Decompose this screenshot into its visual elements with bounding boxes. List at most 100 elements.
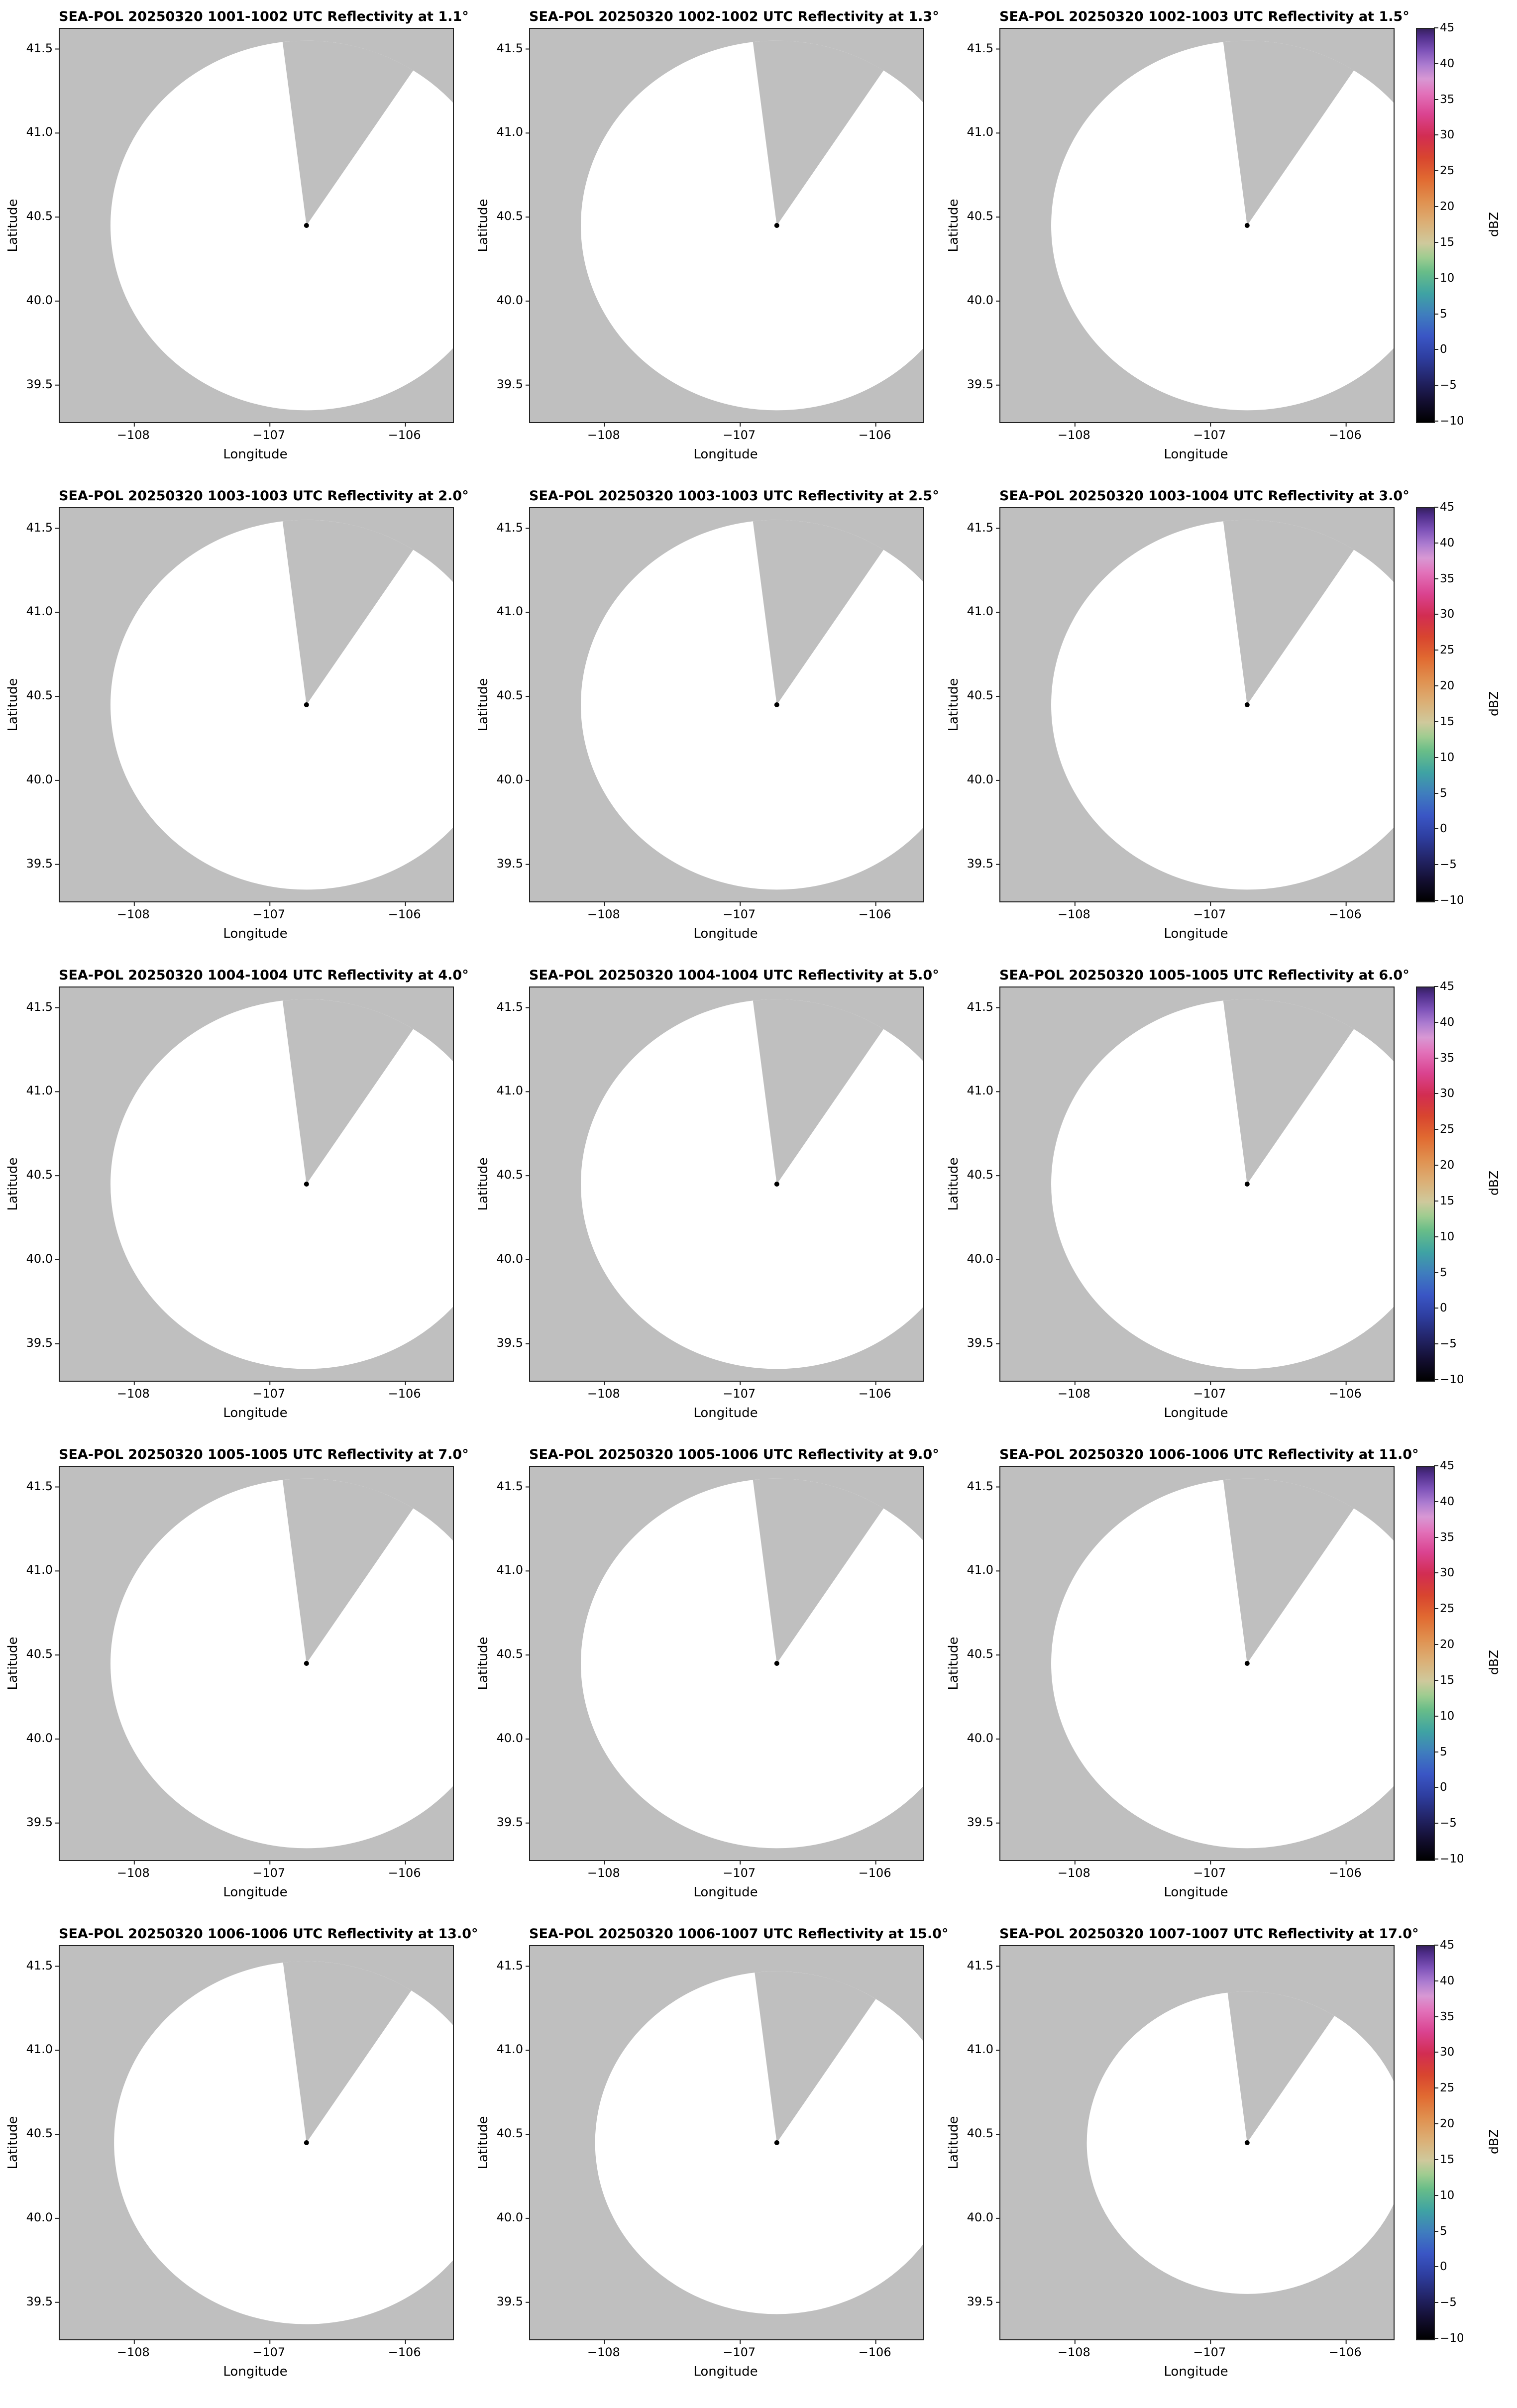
colorbar-tick	[1434, 385, 1438, 386]
radar-location-dot	[304, 1661, 309, 1666]
panel-title: SEA-POL 20250320 1005-1006 UTC Reflectiv…	[529, 1447, 939, 1462]
x-tick-label: −106	[1328, 2345, 1362, 2359]
y-tick-label: 41.0	[967, 2042, 993, 2057]
y-tick-labels: 41.5 41.0 40.5 40.0 39.5	[485, 507, 523, 900]
panel-title: SEA-POL 20250320 1002-1002 UTC Reflectiv…	[529, 9, 939, 24]
figure-row: SEA-POL 20250320 1003-1003 UTC Reflectiv…	[0, 486, 1517, 966]
x-tick-label: −108	[1057, 2345, 1090, 2359]
plot-area	[55, 28, 454, 427]
colorbar-tick	[1434, 134, 1438, 136]
colorbar-tick-label: 0	[1440, 1781, 1447, 1794]
y-tick-label: 41.0	[26, 1563, 53, 1577]
colorbar-tick	[1434, 1501, 1438, 1502]
y-tick-label: 39.5	[967, 856, 993, 871]
colorbar-tick	[1434, 1980, 1438, 1981]
y-tick-label: 40.5	[967, 1168, 993, 1182]
colorbar-tick	[1434, 206, 1438, 208]
map-svg	[996, 987, 1394, 1385]
x-tick-label: −107	[252, 1866, 286, 1880]
map-layers	[1000, 1467, 1394, 1860]
x-tick-label: −106	[1328, 1866, 1362, 1880]
colorbar-tick	[1434, 1129, 1438, 1130]
colorbar-tick-label: 30	[1440, 128, 1455, 142]
colorbar-tick-label: 35	[1440, 2010, 1455, 2023]
colorbar-tick	[1434, 1308, 1438, 1309]
colorbar-tick-label: −10	[1440, 415, 1464, 428]
y-tick-label: 41.0	[496, 1084, 523, 1098]
x-tick-label: −107	[252, 1387, 286, 1401]
x-tick-label: −107	[723, 2345, 756, 2359]
colorbar-tick-label: 15	[1440, 2153, 1455, 2166]
colorbar-tick-label: 35	[1440, 93, 1455, 106]
y-tick-label: 40.0	[496, 293, 523, 307]
y-tick-label: 40.0	[967, 1731, 993, 1745]
y-tick-label: 40.5	[967, 209, 993, 223]
x-axis-label: Longitude	[223, 2364, 288, 2379]
map-svg	[526, 29, 923, 427]
plot-area	[526, 28, 924, 427]
x-tick-label: −106	[388, 1866, 421, 1880]
colorbar-tick	[1434, 277, 1438, 279]
x-tick-label: −108	[587, 428, 620, 442]
radar-panel: SEA-POL 20250320 1003-1003 UTC Reflectiv…	[0, 486, 470, 966]
x-tick-label: −108	[116, 1387, 150, 1401]
figure-row: SEA-POL 20250320 1001-1002 UTC Reflectiv…	[0, 7, 1517, 486]
x-tick-label: −107	[723, 907, 756, 921]
x-tick-label: −107	[252, 428, 286, 442]
colorbar-tick-label: 0	[1440, 343, 1447, 356]
y-tick-label: 40.5	[496, 209, 523, 223]
colorbar-tick	[1434, 542, 1438, 544]
colorbar-tick	[1434, 1057, 1438, 1059]
colorbar-tick-label: 45	[1440, 21, 1455, 34]
radar-location-dot	[774, 702, 779, 707]
y-tick-label: 39.5	[496, 1335, 523, 1350]
plot-area	[55, 1466, 454, 1864]
x-tick-labels: −108 −107 −106	[529, 907, 922, 922]
plot-area	[996, 1466, 1395, 1864]
x-axis-label: Longitude	[1164, 2364, 1228, 2379]
plot-area	[996, 28, 1395, 427]
colorbar-tick-label: −5	[1440, 858, 1457, 872]
x-tick-labels: −108 −107 −106	[59, 1866, 452, 1881]
x-tick-labels: −108 −107 −106	[999, 907, 1393, 922]
x-tick-label: −108	[587, 2345, 620, 2359]
x-axis-label: Longitude	[1164, 447, 1228, 462]
colorbar-label: dBZ	[1487, 1649, 1501, 1675]
x-tick-labels: −108 −107 −106	[59, 1387, 452, 1402]
colorbar: 45 40 35 30 25 20 15 10 5 0 −5 −10 dBZ	[1411, 1445, 1517, 1924]
colorbar-tick-label: −5	[1440, 1817, 1457, 1830]
x-tick-label: −108	[587, 907, 620, 921]
x-axis-label: Longitude	[693, 447, 758, 462]
colorbar-tick	[1434, 2123, 1438, 2125]
y-tick-label: 41.5	[967, 41, 993, 55]
colorbar-label: dBZ	[1487, 1170, 1501, 1196]
y-tick-label: 39.5	[967, 377, 993, 391]
x-tick-label: −108	[1057, 1387, 1090, 1401]
colorbar-tick	[1434, 1787, 1438, 1788]
x-tick-labels: −108 −107 −106	[999, 1866, 1393, 1881]
x-tick-label: −107	[1193, 1387, 1226, 1401]
colorbar: 45 40 35 30 25 20 15 10 5 0 −5 −10 dBZ	[1411, 486, 1517, 966]
panel-title: SEA-POL 20250320 1005-1005 UTC Reflectiv…	[999, 968, 1409, 983]
y-tick-label: 41.5	[26, 1958, 53, 1972]
colorbar-tick	[1434, 1236, 1438, 1237]
y-tick-label: 41.0	[496, 604, 523, 619]
colorbar-tick	[1434, 507, 1438, 508]
colorbar-tick	[1434, 721, 1438, 722]
x-axis-label: Longitude	[693, 2364, 758, 2379]
y-tick-label: 40.0	[496, 1251, 523, 1266]
y-tick-labels: 41.5 41.0 40.5 40.0 39.5	[956, 507, 993, 900]
map-layers	[530, 508, 923, 901]
y-tick-label: 41.5	[496, 999, 523, 1014]
x-axis-label: Longitude	[223, 447, 288, 462]
x-tick-label: −107	[723, 428, 756, 442]
colorbar-tick	[1434, 1945, 1438, 1946]
y-tick-label: 39.5	[967, 2294, 993, 2308]
y-tick-label: 41.5	[26, 520, 53, 535]
y-tick-label: 41.5	[26, 41, 53, 55]
y-tick-label: 39.5	[967, 1335, 993, 1350]
colorbar-tick	[1434, 1465, 1438, 1466]
y-tick-label: 41.5	[967, 520, 993, 535]
blocked-sector-wedge	[282, 520, 414, 705]
y-tick-label: 40.0	[967, 293, 993, 307]
